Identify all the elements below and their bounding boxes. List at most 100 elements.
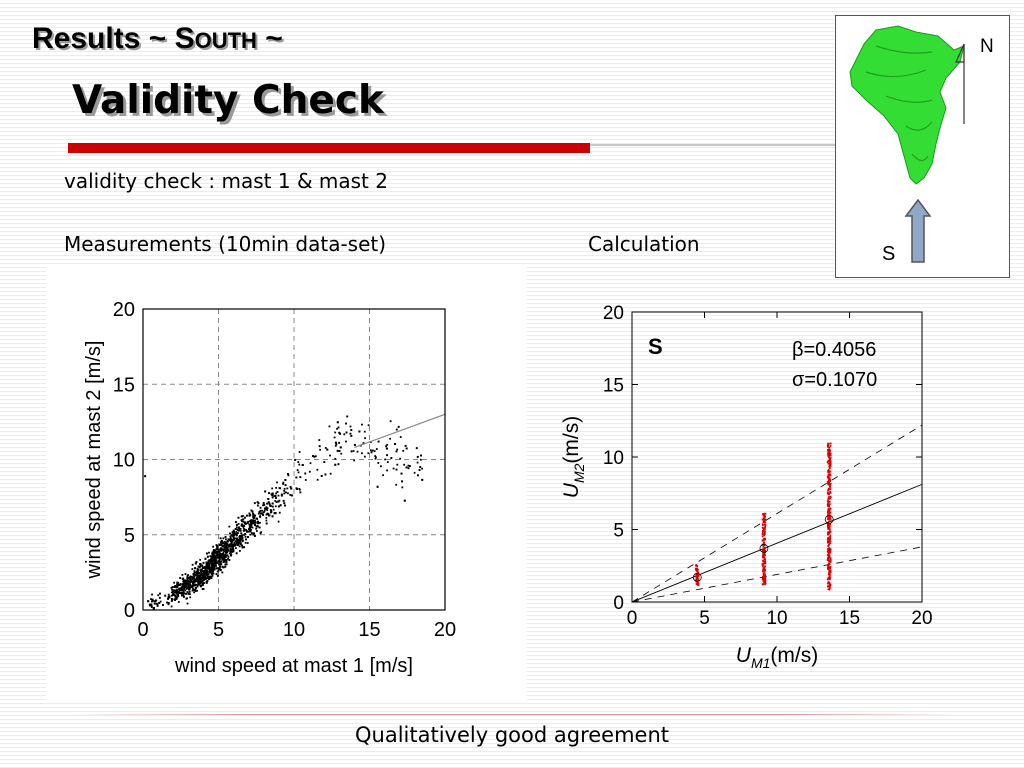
chart1-data-point: [232, 532, 235, 534]
chart1-data-point: [251, 522, 254, 524]
chart1-data-point: [212, 554, 215, 557]
chart1-data-point: [239, 529, 242, 532]
chart2-data-point: [763, 577, 766, 580]
chart1-data-point: [171, 598, 173, 600]
chart1-data-point: [361, 452, 363, 455]
chart1-data-point: [253, 535, 256, 537]
chart2-data-point: [762, 518, 765, 521]
chart1-data-point: [147, 600, 149, 603]
chart2-data-point: [764, 525, 767, 527]
chart1-data-point: [274, 505, 277, 508]
chart1-data-point: [295, 476, 298, 479]
chart1-data-point: [189, 586, 192, 589]
chart1-data-point: [247, 528, 250, 531]
chart1-data-point: [352, 450, 355, 452]
chart1-data-point: [219, 541, 222, 544]
chart2-data-point: [827, 581, 830, 584]
chart1-data-point: [311, 455, 314, 457]
chart2-data-point: [827, 562, 830, 565]
chart2-data-point: [697, 568, 699, 571]
chart1-data-point: [235, 526, 238, 529]
chart1-data-point: [289, 486, 292, 488]
chart2-data-point: [828, 500, 831, 503]
chart2-data-point: [763, 541, 766, 544]
chart2-data-point: [829, 473, 832, 476]
chart1-data-point: [218, 548, 220, 551]
chart1-data-point: [251, 519, 253, 522]
chart1-data-point: [180, 591, 183, 594]
chart1-data-point: [211, 574, 214, 577]
chart1-data-point: [225, 538, 227, 541]
chart2-data-point: [694, 567, 697, 570]
measurement-scatter-chart: 0 5 10 15 20 0 5 10 15 20 wind speed at mast 1 [m…: [83, 299, 456, 677]
chart2-data-point: [827, 509, 830, 512]
chart1-data-point: [206, 566, 208, 569]
chart2-data-point: [828, 578, 831, 581]
calculation-chart: 0 5 10 15 20 0 5 10 15 20 S β=0.4056 σ=0.1070 UM1…: [560, 303, 933, 671]
chart1-data-point: [211, 570, 214, 573]
island-contour-line: [885, 95, 933, 103]
chart1-data-point: [407, 464, 410, 467]
chart1-y-tick-label: 5: [124, 525, 135, 547]
chart1-data-point: [353, 459, 356, 462]
chart2-data-point: [762, 552, 765, 555]
chart1-data-point: [173, 586, 176, 589]
chart1-data-point: [216, 570, 219, 573]
chart1-data-point: [284, 484, 287, 486]
chart2-data-point: [828, 547, 831, 549]
chart1-data-point: [189, 580, 192, 583]
chart1-data-point: [225, 541, 228, 544]
chart2-data-point: [762, 572, 765, 575]
chart1-data-point: [231, 549, 234, 551]
chart1-data-point: [415, 447, 418, 450]
chart1-data-point: [186, 597, 188, 600]
chart1-data-point: [205, 581, 208, 584]
chart1-data-point: [154, 600, 157, 603]
chart1-data-point: [370, 451, 373, 454]
chart1-data-point: [304, 479, 307, 481]
chart2-data-point: [828, 467, 831, 470]
chart1-data-point: [229, 532, 232, 535]
chart2-mean-marker: [759, 543, 769, 553]
chart1-data-point: [188, 582, 191, 585]
chart1-data-point: [181, 583, 184, 586]
chart2-data-point: [762, 528, 765, 531]
chart1-data-point: [193, 577, 196, 580]
chart2-data-point: [829, 479, 831, 482]
chart2-data-point: [829, 540, 832, 543]
chart1-data-point: [199, 579, 202, 582]
chart1-data-point: [233, 530, 235, 533]
chart1-data-point: [167, 597, 170, 600]
chart1-data-point: [196, 585, 199, 588]
chart1-data-point: [191, 581, 194, 584]
chart1-data-point: [158, 601, 161, 604]
chart1-data-point: [203, 582, 206, 584]
chart2-data-point: [764, 549, 766, 552]
chart1-data-point: [386, 461, 389, 464]
chart1-data-point: [174, 585, 177, 587]
chart1-data-point: [205, 552, 208, 555]
chart1-data-point: [277, 494, 280, 497]
chart1-data-point: [298, 463, 301, 466]
chart1-data-point: [223, 556, 226, 559]
chart1-data-point: [395, 450, 398, 453]
chart1-data-point: [234, 543, 237, 546]
chart1-data-point: [209, 559, 212, 562]
chart1-data-point: [211, 554, 214, 557]
chart1-data-point: [259, 509, 262, 512]
chart1-data-point: [416, 461, 419, 464]
chart2-data-point: [828, 457, 831, 459]
chart1-data-point: [170, 586, 173, 589]
chart2-data-point: [764, 565, 766, 568]
chart2-y-tick-label: 5: [613, 521, 624, 542]
chart1-data-point: [253, 532, 255, 535]
chart1-data-point: [277, 505, 280, 508]
chart1-data-point: [250, 522, 252, 524]
chart1-data-point: [238, 545, 241, 548]
chart1-data-point: [202, 573, 205, 575]
chart1-data-point: [273, 512, 276, 515]
chart1-data-point: [237, 543, 240, 546]
chart2-data-point: [828, 528, 831, 531]
chart1-data-point: [197, 565, 200, 568]
chart1-data-point: [319, 448, 322, 451]
